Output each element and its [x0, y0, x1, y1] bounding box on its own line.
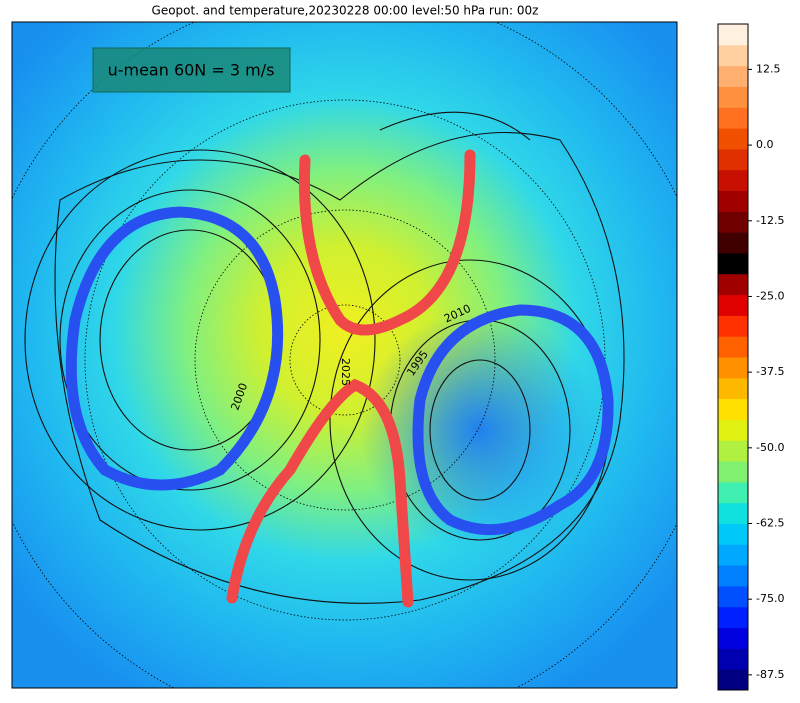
colorbar-level [718, 169, 748, 191]
colorbar-frame [717, 23, 749, 691]
colorbar-level [718, 357, 748, 379]
map-frame [11, 21, 678, 689]
colorbar-tick-label: -62.5 [756, 517, 784, 530]
colorbar-tick-label: -37.5 [756, 365, 784, 378]
colorbar-level [718, 107, 748, 129]
title: Geopot. and temperature,20230228 00:00 l… [152, 4, 539, 18]
contour-label: 2025 [339, 358, 352, 386]
colorbar-level [718, 461, 748, 483]
colorbar-level [718, 440, 748, 462]
colorbar-level [718, 627, 748, 649]
colorbar-level [718, 336, 748, 358]
colorbar-tick-label: 0.0 [756, 138, 774, 151]
colorbar-level [718, 273, 748, 296]
colorbar-level [718, 24, 748, 46]
colorbar-tick-label: 12.5 [756, 62, 781, 75]
map: u-mean 60N = 3 m/s 2010 1995 2025 2000 [12, 22, 677, 688]
cold-area [350, 310, 610, 550]
vortex-left [65, 206, 284, 491]
vortex-right [412, 304, 614, 536]
ridge-lower [226, 378, 414, 608]
colorbar-level [718, 502, 748, 524]
colorbar-tick-label: -75.0 [756, 592, 784, 605]
colorbar-level [718, 128, 748, 150]
colorbar-level [718, 377, 748, 400]
colorbar-level [718, 315, 748, 337]
colorbar-level [718, 252, 748, 275]
colorbar-level [718, 585, 748, 608]
colorbar: 12.5 0.0 -12.5 -25.0 -37.5 -50.0 -62.5 -75.0 -87… [717, 23, 784, 691]
annotation: u-mean 60N = 3 m/s [108, 61, 275, 80]
colorbar-level [718, 544, 748, 566]
colorbar-level [718, 398, 748, 420]
colorbar-level [718, 232, 748, 254]
colorbar-tick-label: -87.5 [756, 668, 784, 681]
colorbar-level [718, 148, 748, 171]
colorbar-tick-label: -12.5 [756, 214, 784, 227]
colorbar-level [718, 669, 748, 691]
colorbar-tick-label: -50.0 [756, 441, 784, 454]
colorbar-level [718, 44, 748, 67]
colorbar-level [718, 86, 748, 108]
colorbar-level [718, 190, 748, 212]
annotation-box [92, 47, 291, 93]
colorbar-level [718, 606, 748, 629]
ridge-upper [298, 149, 476, 336]
colorbar-level [718, 565, 748, 587]
colorbar-level [718, 481, 748, 504]
colorbar-level [718, 65, 748, 87]
colorbar-level [718, 523, 748, 545]
colorbar-level [718, 294, 748, 316]
colorbar-level [718, 648, 748, 670]
colorbar-tick-label: -25.0 [756, 289, 784, 302]
colorbar-level [718, 211, 748, 233]
colorbar-level [718, 419, 748, 441]
